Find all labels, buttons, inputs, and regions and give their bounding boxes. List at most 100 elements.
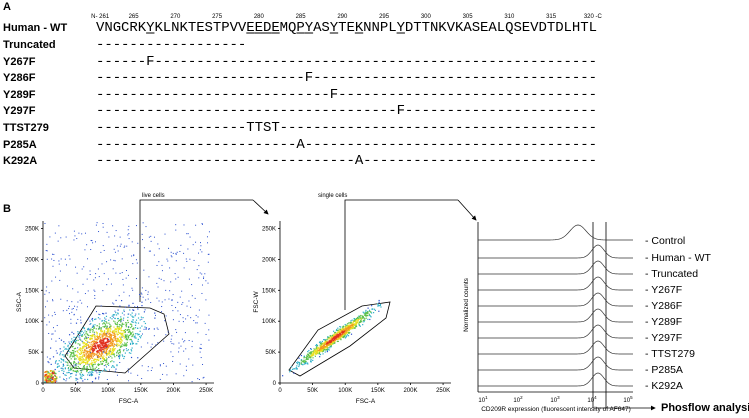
dot (148, 236, 150, 238)
dot (95, 224, 97, 226)
dot (320, 345, 322, 347)
dot (94, 318, 96, 321)
dot (44, 381, 46, 383)
dot (50, 373, 53, 375)
dot (77, 356, 79, 358)
dot (202, 377, 204, 379)
dot (378, 301, 380, 303)
dot (337, 333, 339, 336)
dot (77, 347, 79, 349)
dot (187, 315, 189, 317)
dot (57, 363, 59, 365)
dot (179, 250, 181, 252)
dot (65, 236, 67, 238)
dot (317, 349, 320, 351)
dot (82, 360, 85, 363)
dot (76, 369, 79, 372)
dot (324, 340, 327, 342)
dot (101, 263, 103, 265)
dot (94, 334, 96, 337)
dot (110, 341, 112, 343)
dot (48, 362, 50, 364)
dot (137, 357, 139, 359)
dot (136, 343, 138, 345)
dot (141, 365, 143, 367)
dot (336, 332, 338, 334)
dot (82, 352, 84, 354)
dot (94, 344, 96, 346)
dot (370, 316, 372, 318)
dot (175, 307, 177, 309)
dot (97, 268, 99, 270)
dot (364, 319, 366, 321)
dot (197, 378, 199, 380)
dot (337, 331, 339, 333)
dot (103, 319, 105, 322)
dot (123, 330, 125, 332)
dot (105, 341, 107, 344)
dot (108, 333, 110, 336)
dot (106, 344, 108, 346)
histogram-curve (478, 224, 633, 241)
dot (69, 368, 72, 370)
dot (107, 331, 109, 333)
dot (97, 359, 99, 362)
dot (99, 341, 101, 344)
dot (76, 238, 78, 240)
dot (96, 372, 98, 374)
dot (91, 369, 93, 371)
dot (100, 354, 103, 356)
dot (105, 318, 107, 320)
dot (59, 376, 61, 378)
dot (171, 335, 173, 337)
dot (153, 236, 155, 238)
dot (310, 355, 312, 357)
dot (101, 335, 103, 337)
dot (125, 306, 127, 308)
dot (338, 337, 340, 339)
dot (322, 345, 324, 347)
dot (112, 225, 114, 227)
dot (112, 331, 114, 334)
dot (103, 341, 105, 343)
dot (83, 368, 85, 371)
x-tick-label: 250K (436, 388, 450, 394)
dot (114, 344, 116, 346)
dot (300, 362, 302, 364)
dot (179, 314, 181, 316)
dot (310, 348, 312, 351)
dot (345, 332, 347, 335)
dot (89, 371, 91, 373)
dot (86, 366, 88, 368)
dot (88, 328, 90, 330)
dot (331, 335, 333, 337)
dot (78, 232, 80, 234)
dot (305, 360, 307, 363)
dot (100, 345, 102, 347)
dot (188, 358, 190, 360)
dot (65, 380, 67, 382)
dot (148, 328, 150, 330)
dot (128, 352, 131, 354)
row-name: Y267F (3, 56, 36, 68)
dot (180, 244, 182, 246)
dot (87, 290, 89, 292)
dot (98, 352, 101, 355)
dot (97, 350, 99, 352)
dot (131, 341, 133, 343)
dot (70, 341, 72, 343)
x-tick-label: 250K (199, 388, 213, 394)
dot (351, 326, 353, 329)
dot (56, 352, 58, 354)
dot (74, 351, 76, 353)
legend-label: - K292A (645, 380, 683, 392)
dot (107, 336, 110, 338)
dot (107, 329, 109, 331)
dot (203, 376, 205, 378)
dot (116, 323, 119, 325)
dot (208, 339, 210, 341)
dot (94, 347, 96, 349)
dot (364, 318, 366, 320)
dot (295, 366, 297, 369)
dot (97, 347, 100, 349)
